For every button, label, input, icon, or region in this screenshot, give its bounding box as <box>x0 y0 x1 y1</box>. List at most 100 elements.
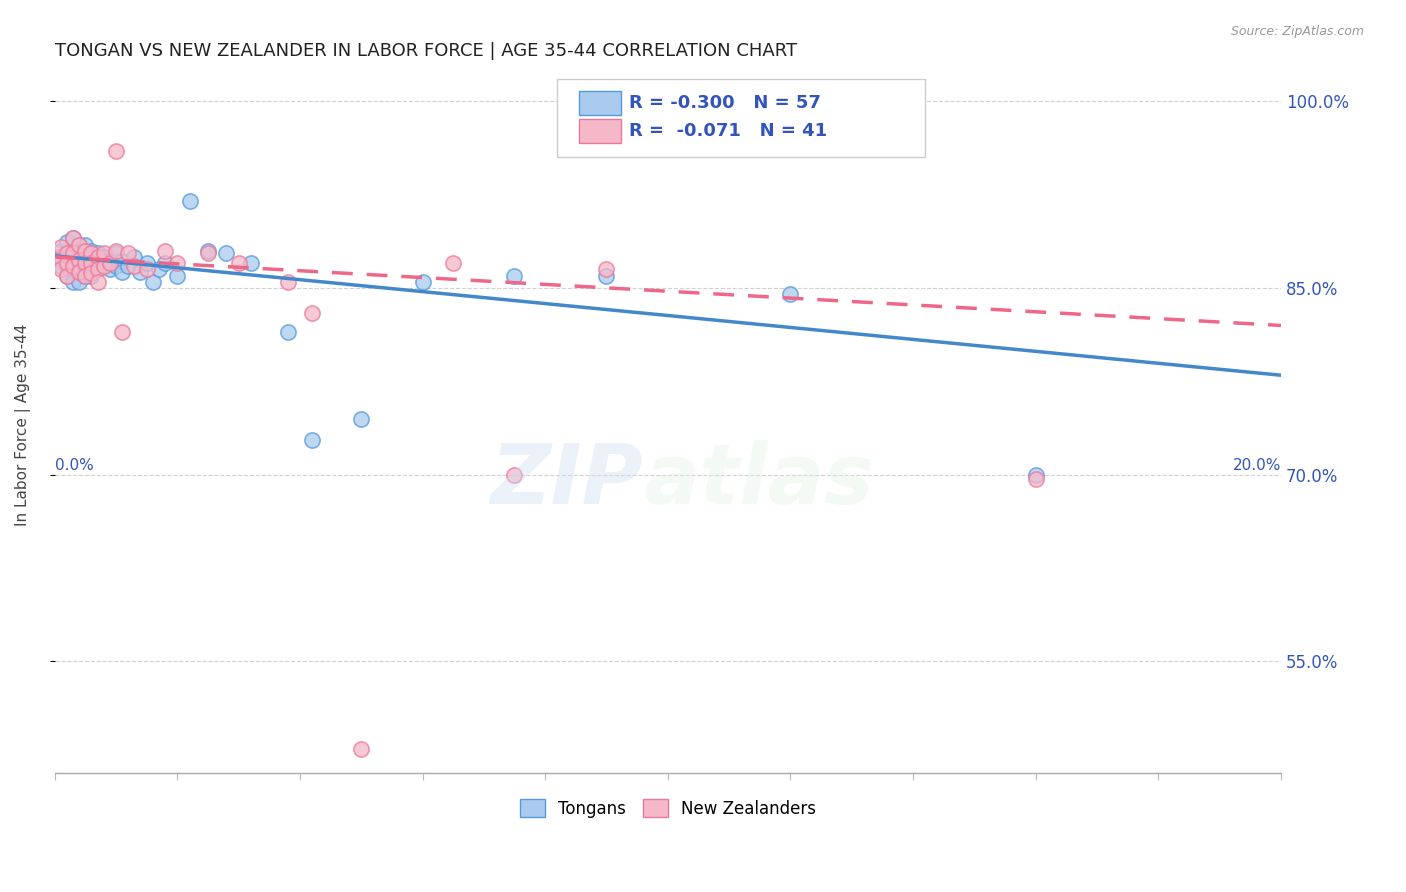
Point <box>67 246 90 260</box>
Point <box>166 256 188 270</box>
Point <box>104 246 127 260</box>
FancyBboxPatch shape <box>579 120 621 143</box>
FancyBboxPatch shape <box>557 78 925 157</box>
Point <box>277 325 299 339</box>
Point <box>135 262 157 277</box>
Point <box>67 237 90 252</box>
Point <box>98 256 121 270</box>
Point <box>49 244 72 258</box>
Point <box>62 259 84 273</box>
Point <box>117 259 139 273</box>
Point <box>49 259 72 273</box>
Point <box>104 244 127 258</box>
Point <box>80 268 103 283</box>
Point <box>503 467 526 482</box>
Text: Source: ZipAtlas.com: Source: ZipAtlas.com <box>1230 25 1364 38</box>
Point <box>56 268 79 283</box>
Point <box>56 259 79 273</box>
Point <box>49 262 72 277</box>
Point <box>441 256 464 270</box>
Text: R = -0.300   N = 57: R = -0.300 N = 57 <box>628 94 821 112</box>
Point <box>86 262 108 277</box>
Point <box>595 262 617 277</box>
Point <box>129 265 152 279</box>
Point <box>179 194 201 208</box>
Point <box>62 231 84 245</box>
Point <box>215 246 238 260</box>
Point <box>80 244 103 258</box>
Point <box>93 259 115 273</box>
Point <box>111 265 134 279</box>
Point <box>135 256 157 270</box>
Point <box>49 240 72 254</box>
Point <box>104 145 127 159</box>
Point <box>67 265 90 279</box>
Point <box>124 259 146 273</box>
Point <box>75 253 97 268</box>
Point <box>67 256 90 270</box>
Legend: Tongans, New Zealanders: Tongans, New Zealanders <box>513 793 823 824</box>
Point <box>80 256 103 270</box>
Text: 0.0%: 0.0% <box>55 458 93 474</box>
Point <box>412 275 434 289</box>
Point <box>111 325 134 339</box>
Point <box>80 259 103 273</box>
Point <box>117 246 139 260</box>
Point <box>56 246 79 260</box>
Point <box>277 275 299 289</box>
Point <box>75 246 97 260</box>
FancyBboxPatch shape <box>579 91 621 115</box>
Point <box>350 741 373 756</box>
Point <box>62 246 84 260</box>
Point <box>75 237 97 252</box>
Point <box>86 253 108 268</box>
Point <box>503 268 526 283</box>
Point <box>49 250 72 264</box>
Point <box>56 268 79 283</box>
Point <box>98 262 121 277</box>
Point <box>228 256 250 270</box>
Point <box>75 256 97 270</box>
Point <box>67 252 90 267</box>
Point <box>62 275 84 289</box>
Point <box>148 262 170 277</box>
Point <box>56 235 79 249</box>
Point <box>124 250 146 264</box>
Point <box>56 250 79 264</box>
Point <box>1025 471 1047 485</box>
Point <box>86 246 108 260</box>
Point <box>62 231 84 245</box>
Point <box>80 266 103 280</box>
Point <box>80 250 103 264</box>
Point <box>93 250 115 264</box>
Point <box>239 256 262 270</box>
Point <box>153 244 176 258</box>
Point <box>111 253 134 268</box>
Point <box>67 265 90 279</box>
Text: TONGAN VS NEW ZEALANDER IN LABOR FORCE | AGE 35-44 CORRELATION CHART: TONGAN VS NEW ZEALANDER IN LABOR FORCE |… <box>55 42 797 60</box>
Point <box>98 253 121 268</box>
Point <box>49 252 72 267</box>
Point <box>779 287 801 301</box>
Text: atlas: atlas <box>644 441 875 521</box>
Point <box>595 268 617 283</box>
Point <box>142 275 165 289</box>
Point <box>197 246 219 260</box>
Point <box>93 246 115 260</box>
Point <box>93 259 115 273</box>
Text: ZIP: ZIP <box>491 441 644 521</box>
Point <box>153 256 176 270</box>
Point <box>166 268 188 283</box>
Point <box>62 246 84 260</box>
Point <box>301 306 323 320</box>
Y-axis label: In Labor Force | Age 35-44: In Labor Force | Age 35-44 <box>15 324 31 526</box>
Point <box>75 268 97 283</box>
Text: R =  -0.071   N = 41: R = -0.071 N = 41 <box>628 122 827 140</box>
Point <box>75 268 97 283</box>
Point <box>104 259 127 273</box>
Point <box>197 244 219 258</box>
Point <box>75 260 97 274</box>
Point <box>75 244 97 258</box>
Point <box>86 250 108 264</box>
Point <box>80 246 103 260</box>
